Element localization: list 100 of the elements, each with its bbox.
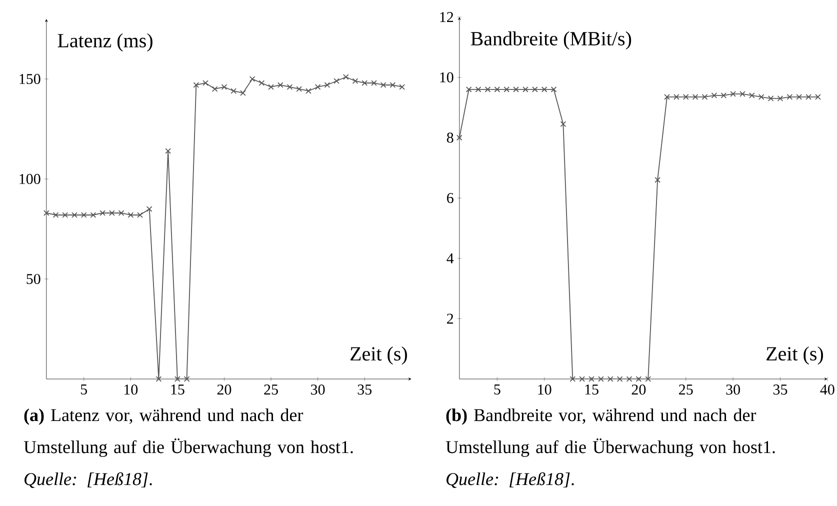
point xyxy=(352,78,358,84)
x-tick-label: 20 xyxy=(217,384,232,395)
y-axis-title: Latenz (ms) xyxy=(58,33,152,52)
y-tick-label: 150 xyxy=(20,74,40,84)
x-tick-label: 15 xyxy=(171,384,184,395)
point xyxy=(137,212,143,218)
point xyxy=(560,121,566,128)
point xyxy=(165,148,171,154)
x-tick-label: 10 xyxy=(538,384,552,395)
y-axis-title: Bandbreite (MBit/s) xyxy=(470,31,632,50)
x-axis-title: Zeit (s) xyxy=(766,346,823,365)
point xyxy=(466,86,472,92)
point xyxy=(108,210,115,216)
point xyxy=(616,376,623,382)
point xyxy=(212,86,218,92)
point xyxy=(636,376,642,382)
point xyxy=(249,76,256,82)
point xyxy=(654,176,660,183)
x-tick-label: 5 xyxy=(80,384,88,394)
point xyxy=(314,84,321,90)
point xyxy=(80,212,87,218)
point xyxy=(494,86,500,92)
point xyxy=(692,94,698,100)
point xyxy=(72,212,78,218)
point xyxy=(645,376,652,382)
point xyxy=(674,94,680,100)
x-tick-label: 30 xyxy=(311,384,325,395)
point xyxy=(730,90,736,97)
point xyxy=(682,94,689,100)
point xyxy=(777,96,784,102)
point xyxy=(399,84,405,90)
y-tick-label: 50 xyxy=(26,274,40,284)
x-tick-label: 5 xyxy=(494,384,500,394)
point xyxy=(796,94,802,100)
point xyxy=(286,84,293,90)
x-tick-label: 40 xyxy=(820,384,834,395)
point xyxy=(380,82,386,88)
point xyxy=(758,94,764,100)
point xyxy=(118,210,124,216)
y-tick-label: 10 xyxy=(440,72,454,82)
point xyxy=(362,80,368,86)
point xyxy=(786,94,793,100)
point xyxy=(598,376,604,382)
y-tick-label: 12 xyxy=(440,12,454,22)
point xyxy=(550,86,557,92)
point xyxy=(607,376,614,382)
point xyxy=(390,82,396,88)
point xyxy=(711,92,718,98)
point xyxy=(184,376,190,382)
point xyxy=(588,376,594,382)
y-tick-label: 2 xyxy=(447,314,454,324)
point xyxy=(579,376,585,382)
point xyxy=(156,376,162,382)
text: (a) Latenz vor, während und nach der Umstellung auf die Überwachung von host1. Quelle: [Heß18]. xyxy=(24,408,353,488)
point xyxy=(475,86,482,92)
x-tick-label: 25 xyxy=(264,384,278,395)
point xyxy=(371,80,377,86)
point xyxy=(626,376,632,382)
x-tick-label: 35 xyxy=(773,384,788,395)
point xyxy=(128,212,134,218)
point xyxy=(230,88,237,94)
y-tick-label: 6 xyxy=(447,192,454,204)
point xyxy=(324,82,330,88)
text: (b) Bandbreite vor, während und nach der Umstellung auf die Überwachung von host1. Quelle: [Heß18]. xyxy=(446,408,775,488)
point xyxy=(62,212,68,218)
point xyxy=(193,82,200,88)
point xyxy=(541,86,548,92)
point xyxy=(768,96,774,102)
point xyxy=(702,94,708,100)
point xyxy=(90,212,96,218)
point xyxy=(740,90,746,97)
point xyxy=(720,92,727,98)
point xyxy=(815,94,821,100)
point xyxy=(504,86,510,92)
point xyxy=(522,86,528,92)
point xyxy=(221,84,228,90)
point xyxy=(456,134,462,141)
y-tick-label: 100 xyxy=(20,174,40,184)
point xyxy=(258,80,265,86)
point xyxy=(146,206,152,212)
x-tick-label: 15 xyxy=(585,384,598,395)
point xyxy=(664,94,670,100)
point xyxy=(306,88,312,94)
point xyxy=(240,90,246,96)
y-tick-label: 8 xyxy=(446,132,454,143)
point xyxy=(342,74,349,80)
point xyxy=(570,376,576,382)
point xyxy=(484,86,491,92)
point xyxy=(277,82,284,88)
point xyxy=(513,86,519,92)
point xyxy=(52,212,59,218)
point xyxy=(43,210,50,216)
x-tick-label: 10 xyxy=(124,384,138,395)
point xyxy=(268,84,274,90)
x-tick-label: 30 xyxy=(726,384,740,395)
x-tick-label: 20 xyxy=(632,384,646,395)
point xyxy=(749,92,755,98)
point xyxy=(334,78,340,84)
x-tick-label: 35 xyxy=(358,384,372,395)
point xyxy=(202,80,208,86)
